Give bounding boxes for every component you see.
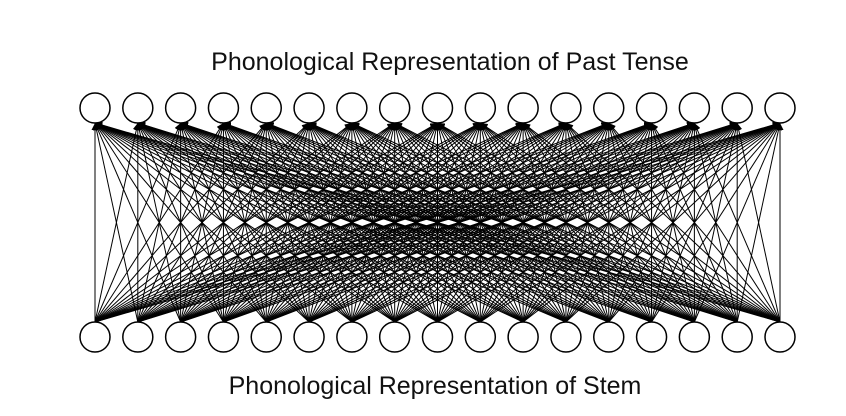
output-unit	[593, 92, 625, 124]
input-unit	[207, 321, 240, 353]
connection-arrow	[137, 121, 781, 323]
output-unit	[79, 92, 111, 124]
output-unit	[764, 92, 796, 124]
connection-arrow	[565, 122, 781, 323]
connection-arrow	[94, 121, 738, 323]
output-unit	[421, 92, 454, 124]
connection-arrow	[522, 122, 781, 323]
output-unit	[721, 92, 753, 124]
output-unit	[207, 92, 240, 124]
input-unit	[250, 321, 282, 353]
output-layer-label: Phonological Representation of Past Tens…	[211, 48, 689, 76]
connection-arrow	[308, 122, 781, 323]
connection-arrow	[94, 121, 695, 323]
connection-arrow	[437, 122, 781, 323]
connection-arrow	[351, 122, 781, 323]
connection-arrow	[94, 122, 652, 323]
input-unit	[507, 321, 539, 353]
output-unit	[635, 92, 668, 124]
input-unit	[464, 321, 497, 353]
output-unit	[122, 92, 154, 124]
connection-arrow	[94, 122, 438, 323]
connection-arrow	[223, 122, 781, 323]
output-unit	[336, 92, 368, 124]
output-layer	[79, 92, 796, 124]
connection-arrow	[94, 122, 567, 323]
output-unit	[678, 92, 711, 124]
connection-arrow	[94, 122, 310, 323]
connection-arrow	[94, 122, 395, 323]
connection-arrow	[735, 122, 781, 323]
input-unit	[764, 321, 796, 353]
output-unit	[164, 92, 197, 124]
connection-arrow	[94, 122, 182, 323]
output-unit	[378, 92, 411, 124]
connection-arrow	[94, 122, 524, 323]
input-unit	[79, 321, 111, 353]
connection-arrow	[608, 122, 781, 323]
connection-arrow	[394, 122, 781, 323]
input-unit	[593, 321, 625, 353]
connection-arrow	[94, 122, 224, 323]
input-unit	[164, 321, 197, 353]
output-unit	[293, 92, 325, 124]
input-unit	[635, 321, 668, 353]
connection-arrow	[94, 121, 781, 323]
output-unit	[250, 92, 282, 124]
input-unit	[336, 321, 368, 353]
input-unit	[721, 321, 753, 353]
input-unit	[678, 321, 711, 353]
input-unit	[293, 321, 325, 353]
connection-arrow	[93, 122, 139, 323]
output-unit	[464, 92, 497, 124]
connection-arrow	[94, 122, 481, 323]
connection-arrow	[94, 122, 267, 323]
connection-arrow	[94, 122, 609, 323]
connections-group	[91, 121, 784, 323]
input-layer	[79, 321, 796, 353]
output-unit	[507, 92, 539, 124]
connection-arrow	[651, 122, 781, 323]
input-unit	[378, 321, 411, 353]
connection-arrow	[480, 122, 781, 323]
connection-arrow	[180, 121, 781, 323]
input-unit	[122, 321, 154, 353]
input-unit	[421, 321, 454, 353]
connection-arrow	[94, 122, 353, 323]
input-layer-label: Phonological Representation of Stem	[228, 372, 642, 400]
output-unit	[550, 92, 582, 124]
input-unit	[550, 321, 582, 353]
connection-arrow	[693, 122, 781, 323]
connection-arrow	[266, 122, 781, 323]
